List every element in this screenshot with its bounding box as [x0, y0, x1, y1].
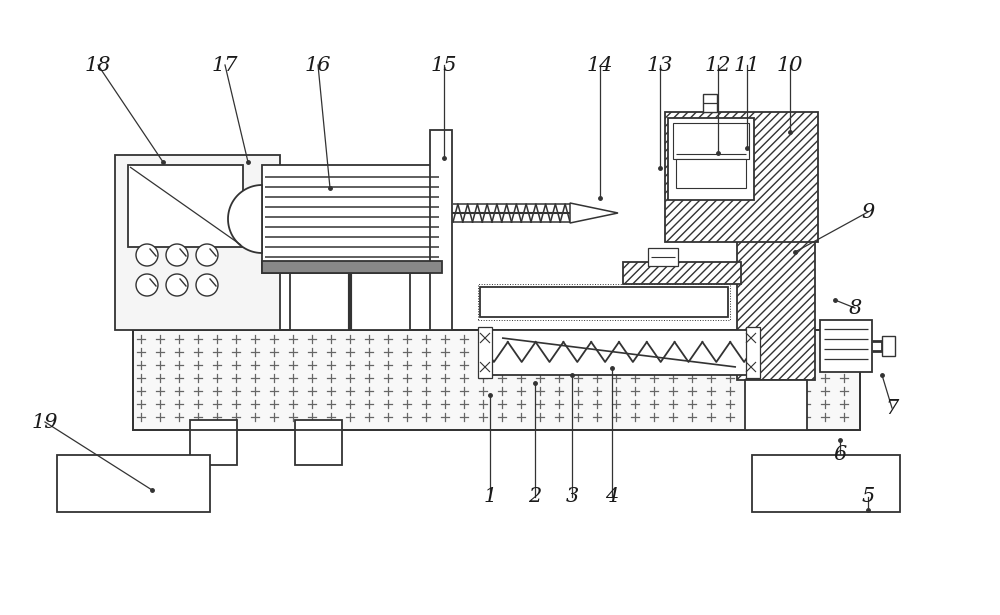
Bar [668, 118, 754, 200]
Circle shape [196, 274, 218, 296]
Circle shape [136, 274, 158, 296]
Bar [290, 273, 410, 330]
Bar [820, 320, 872, 372]
Text: 12: 12 [705, 55, 731, 74]
Circle shape [166, 274, 188, 296]
Bar [478, 284, 730, 320]
Bar [295, 420, 342, 465]
Circle shape [166, 244, 188, 266]
Text: 13: 13 [647, 55, 673, 74]
Text: 8: 8 [848, 298, 862, 317]
Polygon shape [228, 185, 262, 253]
Bar [752, 455, 900, 512]
Bar [665, 112, 818, 242]
Bar [673, 123, 749, 159]
Text: 6: 6 [833, 445, 847, 464]
Text: 11: 11 [734, 55, 760, 74]
Bar [737, 120, 815, 380]
Bar [190, 420, 237, 465]
Text: 15: 15 [431, 55, 457, 74]
Bar [430, 130, 452, 330]
Bar [745, 380, 807, 430]
Text: 2: 2 [528, 488, 542, 507]
Bar [133, 330, 860, 430]
Bar [262, 165, 442, 273]
Polygon shape [570, 203, 618, 223]
Text: 1: 1 [483, 488, 497, 507]
Circle shape [196, 244, 218, 266]
Bar [115, 155, 280, 330]
Bar [746, 327, 760, 378]
Text: 10: 10 [777, 55, 803, 74]
Polygon shape [133, 330, 860, 430]
Circle shape [136, 244, 158, 266]
Bar [676, 159, 746, 188]
Text: 7: 7 [885, 399, 899, 418]
Text: 3: 3 [565, 488, 579, 507]
Text: 17: 17 [212, 55, 238, 74]
Bar [262, 261, 442, 273]
Bar [882, 336, 895, 356]
Bar [648, 248, 678, 266]
Text: 9: 9 [861, 202, 875, 221]
Bar [57, 455, 210, 512]
Bar [478, 327, 492, 378]
Text: 5: 5 [861, 488, 875, 507]
Text: 18: 18 [85, 55, 111, 74]
Text: 16: 16 [305, 55, 331, 74]
Bar [703, 94, 717, 112]
Bar [480, 330, 758, 375]
Text: 14: 14 [587, 55, 613, 74]
Bar [623, 262, 741, 284]
Bar [480, 287, 728, 317]
Bar [128, 165, 243, 247]
Text: 19: 19 [32, 413, 58, 432]
Text: 4: 4 [605, 488, 619, 507]
